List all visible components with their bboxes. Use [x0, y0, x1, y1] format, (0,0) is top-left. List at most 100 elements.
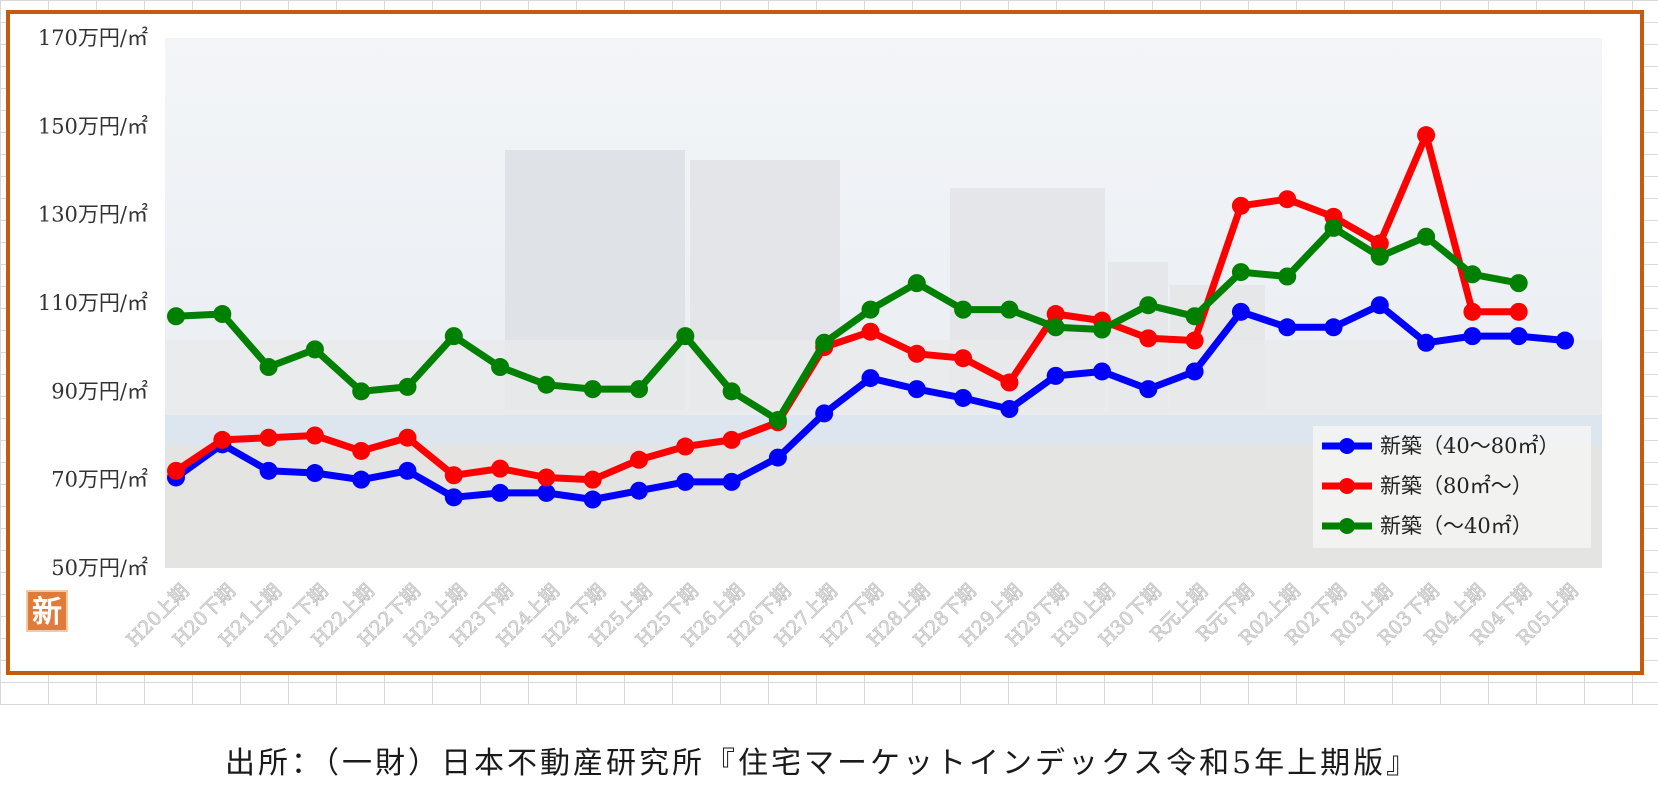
- y-axis: 50万円/㎡ 70万円/㎡ 90万円/㎡ 110万円/㎡ 130万円/㎡ 150万円/㎡ 1…: [38, 26, 148, 580]
- data-point: [722, 472, 741, 491]
- data-point: [1417, 126, 1436, 145]
- data-point: [491, 483, 510, 502]
- data-point: [1000, 400, 1019, 418]
- data-point: [1278, 267, 1297, 286]
- data-point: [167, 461, 185, 480]
- data-point: [537, 375, 556, 394]
- series-layer: [167, 126, 1574, 509]
- data-point: [1509, 274, 1528, 293]
- data-point: [444, 327, 463, 346]
- data-point: [583, 470, 602, 489]
- data-point: [259, 461, 278, 480]
- data-point: [352, 382, 371, 401]
- data-point: [676, 437, 695, 456]
- data-point: [722, 382, 741, 401]
- data-point: [305, 340, 324, 359]
- data-point: [352, 470, 371, 489]
- data-point: [398, 461, 417, 480]
- data-point: [213, 430, 232, 449]
- data-point: [491, 358, 510, 377]
- legend-marker: [1339, 518, 1355, 534]
- data-point: [1093, 320, 1111, 339]
- data-point: [954, 388, 973, 407]
- data-point: [398, 377, 417, 396]
- data-point: [676, 472, 695, 491]
- legend-label: 新築（40〜80㎡）: [1380, 434, 1559, 458]
- legend-item: 新築（40〜80㎡）: [1322, 434, 1559, 458]
- legend-label: 新築（〜40㎡）: [1380, 514, 1533, 538]
- data-point: [444, 466, 463, 485]
- data-point: [861, 322, 880, 341]
- data-point: [1463, 302, 1482, 321]
- data-point: [583, 380, 602, 399]
- data-point: [167, 307, 185, 326]
- data-point: [1139, 329, 1158, 348]
- data-point: [630, 481, 648, 500]
- data-point: [815, 333, 834, 352]
- data-point: [954, 300, 973, 319]
- data-point: [1370, 247, 1389, 266]
- y-tick-label: 150万円/㎡: [38, 114, 148, 138]
- data-point: [907, 274, 926, 293]
- data-point: [1231, 302, 1250, 321]
- data-point: [537, 468, 556, 487]
- data-point: [1324, 218, 1343, 237]
- data-point: [1139, 380, 1158, 399]
- data-point: [861, 369, 880, 388]
- source-note: 出所：（一財）日本不動産研究所『住宅マーケットインデックス令和5年上期版』: [225, 746, 1420, 781]
- data-point: [1417, 333, 1436, 352]
- line-chart: 50万円/㎡ 70万円/㎡ 90万円/㎡ 110万円/㎡ 130万円/㎡ 150万円/㎡ 1…: [38, 26, 1602, 652]
- data-point: [907, 380, 926, 399]
- data-point: [1417, 227, 1436, 246]
- data-point: [1046, 366, 1065, 385]
- data-point: [1231, 263, 1250, 282]
- data-point: [1278, 190, 1297, 209]
- data-point: [1231, 196, 1250, 215]
- data-point: [352, 441, 371, 460]
- data-point: [1046, 318, 1065, 337]
- x-axis: H20上期H20下期H21上期H21下期H22上期H22下期H23上期H23下期…: [122, 580, 1583, 652]
- y-tick-label: 50万円/㎡: [51, 556, 148, 580]
- y-tick-label: 110万円/㎡: [38, 291, 148, 315]
- data-point: [768, 448, 787, 467]
- data-point: [305, 426, 324, 445]
- data-point: [1463, 265, 1482, 284]
- y-tick-label: 130万円/㎡: [38, 203, 148, 227]
- data-point: [1278, 318, 1297, 337]
- data-point: [1463, 327, 1482, 346]
- series-3: [167, 218, 1528, 430]
- data-point: [1509, 302, 1528, 321]
- y-tick-label: 90万円/㎡: [51, 379, 148, 403]
- data-point: [305, 464, 324, 483]
- data-point: [1370, 234, 1389, 253]
- series-2: [167, 126, 1528, 489]
- data-point: [491, 459, 510, 478]
- badge-icon: 新: [26, 590, 68, 632]
- data-point: [1139, 296, 1158, 315]
- series-1: [167, 296, 1574, 509]
- legend-label: 新築（80㎡〜）: [1380, 474, 1533, 498]
- legend-marker: [1339, 438, 1355, 454]
- data-point: [1185, 331, 1204, 350]
- data-point: [768, 411, 787, 430]
- data-point: [722, 430, 741, 449]
- data-point: [630, 450, 648, 469]
- data-point: [907, 344, 926, 363]
- data-point: [213, 305, 232, 324]
- legend: 新築（40〜80㎡） 新築（80㎡〜） 新築（〜40㎡）: [1313, 426, 1591, 548]
- legend-item: 新築（〜40㎡）: [1322, 514, 1533, 538]
- data-point: [1000, 373, 1019, 392]
- data-point: [1185, 362, 1204, 381]
- data-point: [259, 358, 278, 377]
- data-point: [1185, 307, 1204, 326]
- data-point: [676, 327, 695, 346]
- data-point: [861, 300, 880, 319]
- y-tick-label: 170万円/㎡: [38, 26, 148, 50]
- legend-item: 新築（80㎡〜）: [1322, 474, 1533, 498]
- legend-marker: [1339, 478, 1355, 494]
- data-point: [583, 490, 602, 509]
- footer-area: [0, 705, 1658, 805]
- data-point: [954, 349, 973, 368]
- y-tick-label: 70万円/㎡: [51, 468, 148, 492]
- data-point: [259, 428, 278, 447]
